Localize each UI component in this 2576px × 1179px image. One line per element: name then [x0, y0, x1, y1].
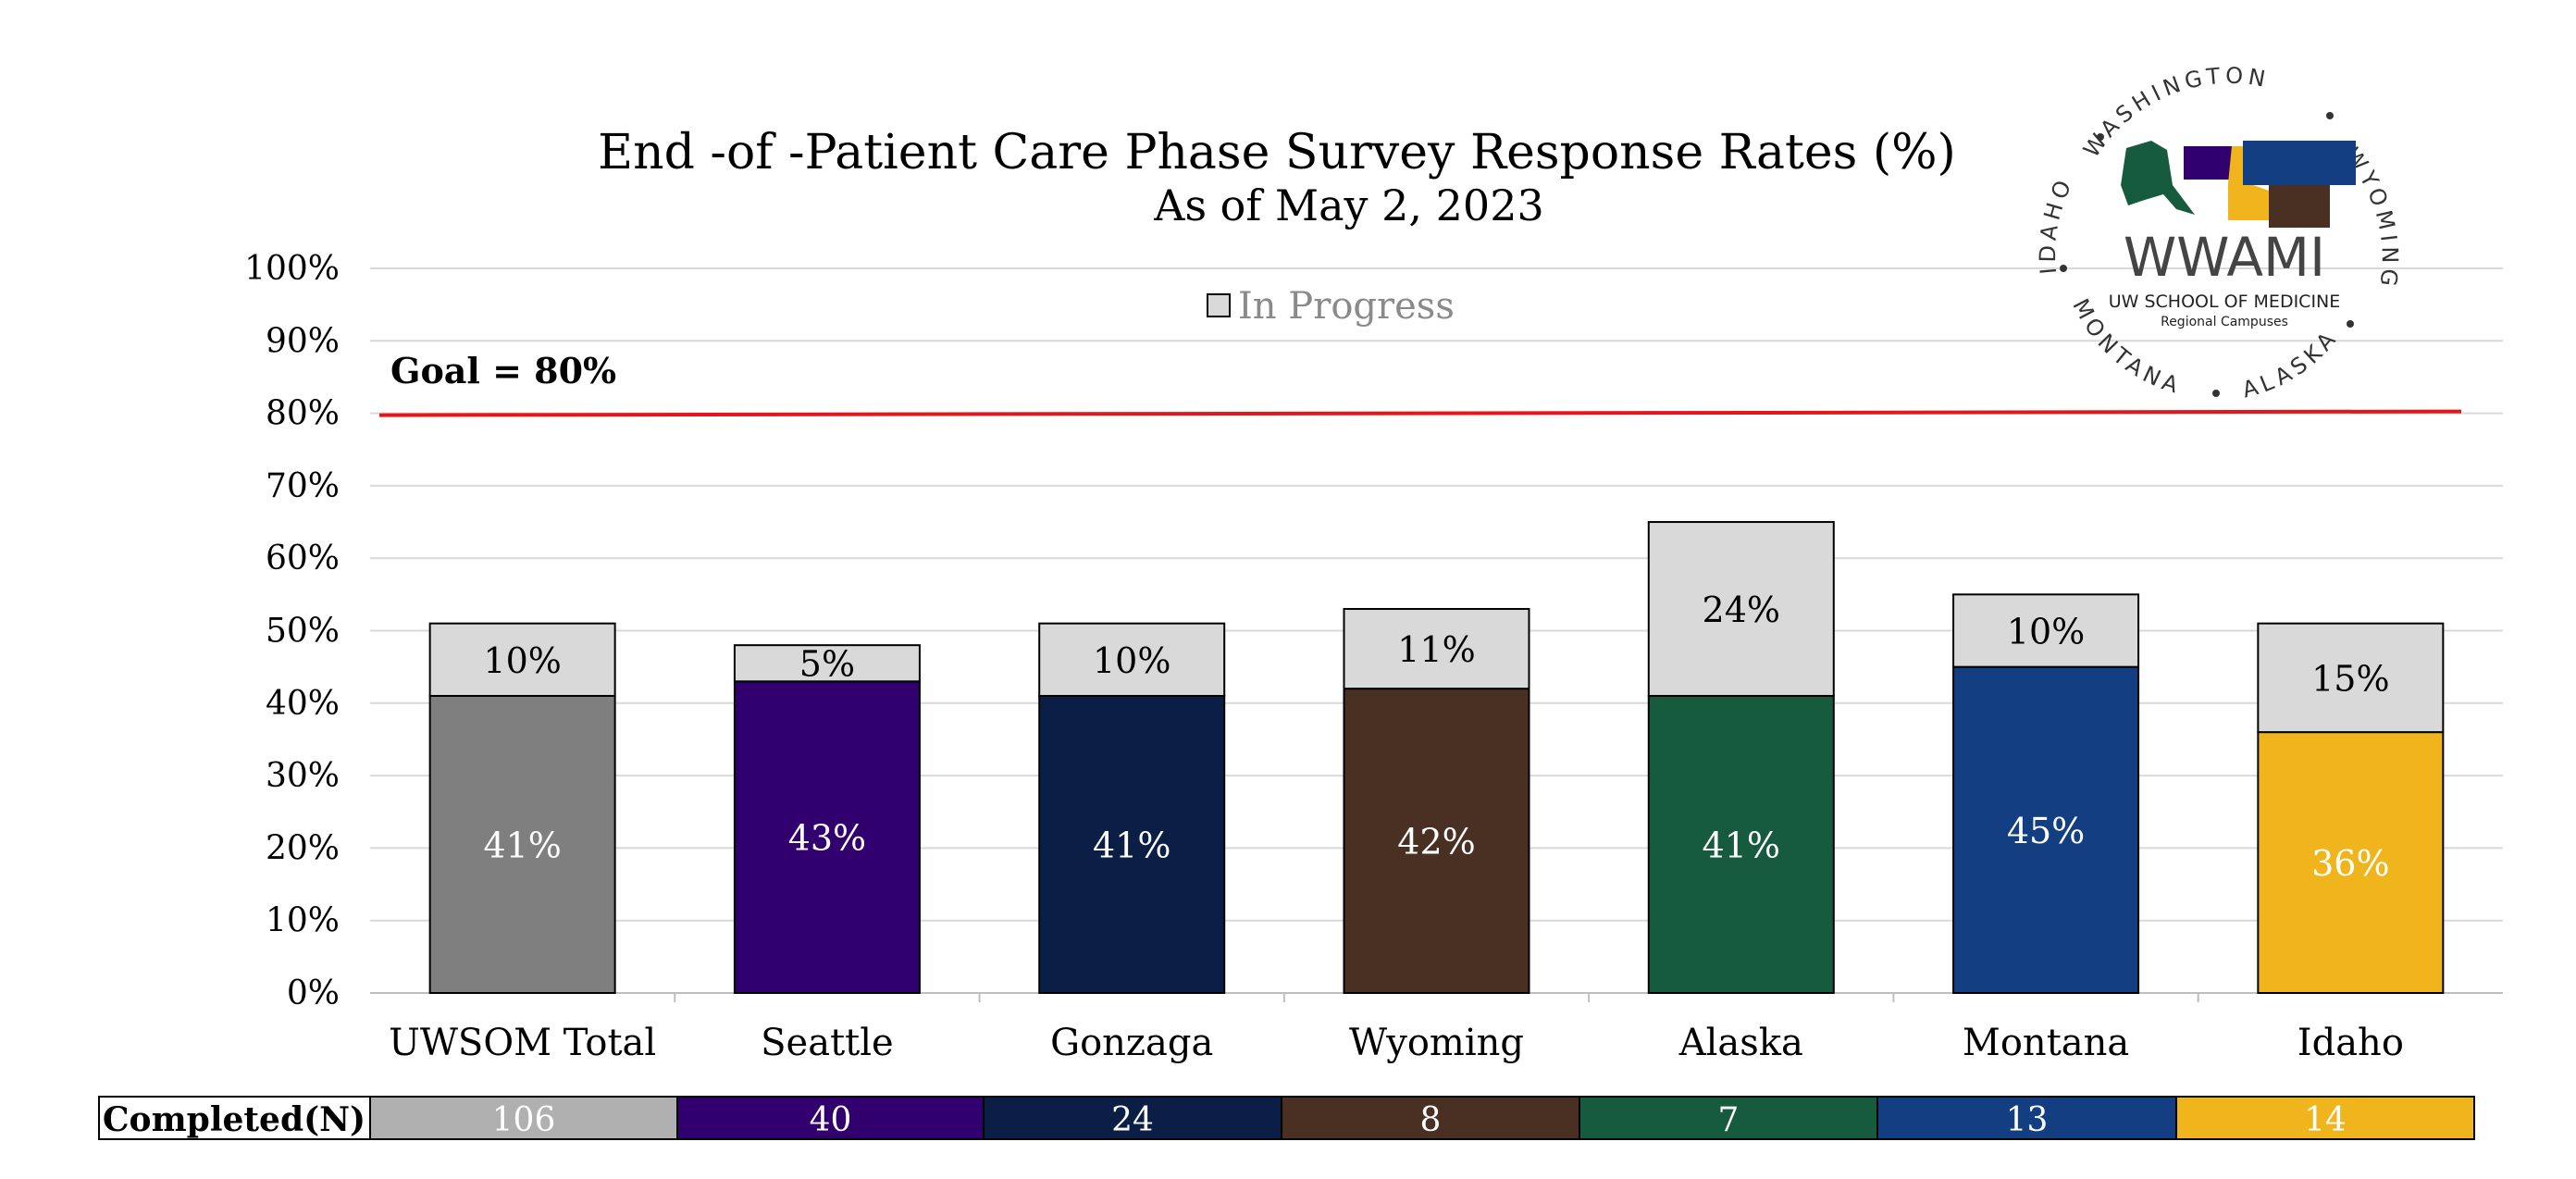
logo-dot — [2097, 133, 2104, 141]
chart-title: End -of -Patient Care Phase Survey Respo… — [598, 125, 1956, 180]
bar-completed — [1952, 665, 2140, 995]
x-tick-label: Wyoming — [1349, 1022, 1524, 1064]
completed-table-value: 8 — [1420, 1101, 1442, 1139]
y-tick-label: 40% — [266, 685, 340, 723]
wwami-logo: WASHINGTON WYOMING IDAHO MONTANA ALASKA … — [2035, 62, 2398, 403]
x-tick-label: Seattle — [761, 1022, 894, 1064]
completed-table-value: 24 — [1111, 1101, 1154, 1139]
x-tick-label: UWSOM Total — [389, 1022, 656, 1064]
idaho-map-icon — [2228, 146, 2269, 220]
logo-wordmark: WWAMI — [2124, 226, 2325, 289]
data-label-completed: 42% — [1397, 822, 1475, 863]
data-label-completed: 45% — [2007, 811, 2085, 851]
completed-table-value: 7 — [1718, 1101, 1740, 1139]
data-label-completed: 41% — [483, 825, 561, 865]
logo-dot — [2347, 320, 2354, 328]
x-axis-labels: UWSOM Total Seattle Gonzaga Wyoming Alaska Mo… — [389, 993, 2404, 1064]
completed-table-value: 13 — [2006, 1101, 2049, 1139]
bar-completed — [2257, 731, 2445, 994]
bar-in-progress — [1343, 608, 1530, 690]
logo-ring-idaho: IDAHO — [2035, 172, 2078, 275]
bar-completed — [1343, 688, 1530, 994]
y-tick-label: 100% — [244, 250, 340, 288]
logo-dot — [2060, 265, 2067, 272]
bar-in-progress — [2257, 622, 2445, 734]
y-axis-ticks: 0% 10% 20% 30% 40% 50% 60% 70% 80% 90% 100% — [244, 250, 340, 1012]
data-label-in-progress: 10% — [1093, 640, 1170, 681]
completed-table-cell — [676, 1096, 985, 1140]
y-tick-label: 90% — [266, 322, 340, 360]
completed-table-cell — [1876, 1096, 2177, 1140]
legend: In Progress — [1207, 285, 1455, 328]
logo-ring-alaska: ALASKA — [2239, 324, 2344, 403]
data-label-in-progress: 15% — [2311, 658, 2389, 699]
y-tick-label: 30% — [266, 757, 340, 795]
completed-table-cell — [983, 1096, 1282, 1140]
goal-line — [378, 409, 2462, 417]
data-label-completed: 43% — [788, 818, 866, 859]
data-label-completed: 41% — [1093, 825, 1170, 865]
bar-in-progress — [1952, 593, 2140, 668]
legend-swatch-in-progress — [1207, 293, 1231, 317]
completed-table-value: 106 — [492, 1101, 556, 1139]
chart-subtitle: As of May 2, 2023 — [1153, 180, 1544, 230]
y-tick-label: 50% — [266, 613, 340, 651]
bars: 41% 10% 43% 5% 41% 10% 42% 11% 41% 24% 45% 10% 36% 15… — [428, 521, 2445, 995]
logo-line1: UW SCHOOL OF MEDICINE — [2109, 292, 2341, 312]
data-label-completed: 41% — [1703, 825, 1780, 865]
x-tick-label: Gonzaga — [1050, 1022, 1213, 1064]
data-label-in-progress: 24% — [1703, 590, 1780, 630]
bar-in-progress — [733, 644, 921, 683]
completed-table: Completed(N) 106 40 24 8 7 13 14 — [98, 1096, 2475, 1140]
completed-table-cell — [2175, 1096, 2475, 1140]
bar-in-progress — [1647, 521, 1835, 697]
completed-table-value: 40 — [810, 1101, 852, 1139]
data-label-completed: 36% — [2311, 843, 2389, 884]
washington-map-icon — [2184, 146, 2232, 180]
x-tick-label: Alaska — [1678, 1022, 1803, 1064]
montana-map-icon — [2243, 141, 2356, 185]
bar-in-progress — [428, 622, 616, 697]
bar-completed — [1038, 694, 1226, 994]
y-tick-label: 10% — [266, 902, 340, 940]
data-label-in-progress: 10% — [483, 640, 561, 681]
legend-label-in-progress: In Progress — [1238, 285, 1455, 328]
logo-line2: Regional Campuses — [2161, 315, 2288, 329]
y-tick-label: 80% — [266, 395, 340, 433]
bar-in-progress — [1038, 622, 1226, 697]
x-tick-label: Montana — [1963, 1022, 2129, 1064]
completed-table-value: 14 — [2304, 1101, 2347, 1139]
y-tick-label: 70% — [266, 467, 340, 505]
completed-table-header: Completed(N) — [103, 1100, 365, 1139]
completed-table-cell — [1281, 1096, 1580, 1140]
wyoming-map-icon — [2269, 185, 2330, 228]
goal-label: Goal = 80% — [390, 350, 616, 391]
x-tick-label: Idaho — [2297, 1022, 2404, 1064]
logo-dot — [2326, 112, 2334, 119]
y-tick-label: 0% — [287, 974, 340, 1012]
data-label-in-progress: 5% — [799, 644, 855, 685]
bar-completed — [428, 694, 616, 994]
logo-dot — [2212, 390, 2220, 397]
y-tick-label: 60% — [266, 540, 340, 577]
completed-table-header-cell — [98, 1096, 371, 1140]
completed-table-cell — [369, 1096, 678, 1140]
bar-completed — [1647, 694, 1835, 994]
alaska-map-icon — [2121, 141, 2195, 215]
data-label-in-progress: 10% — [2007, 612, 2085, 652]
bar-completed — [733, 680, 921, 994]
y-tick-label: 20% — [266, 829, 340, 867]
data-label-in-progress: 11% — [1397, 629, 1475, 670]
